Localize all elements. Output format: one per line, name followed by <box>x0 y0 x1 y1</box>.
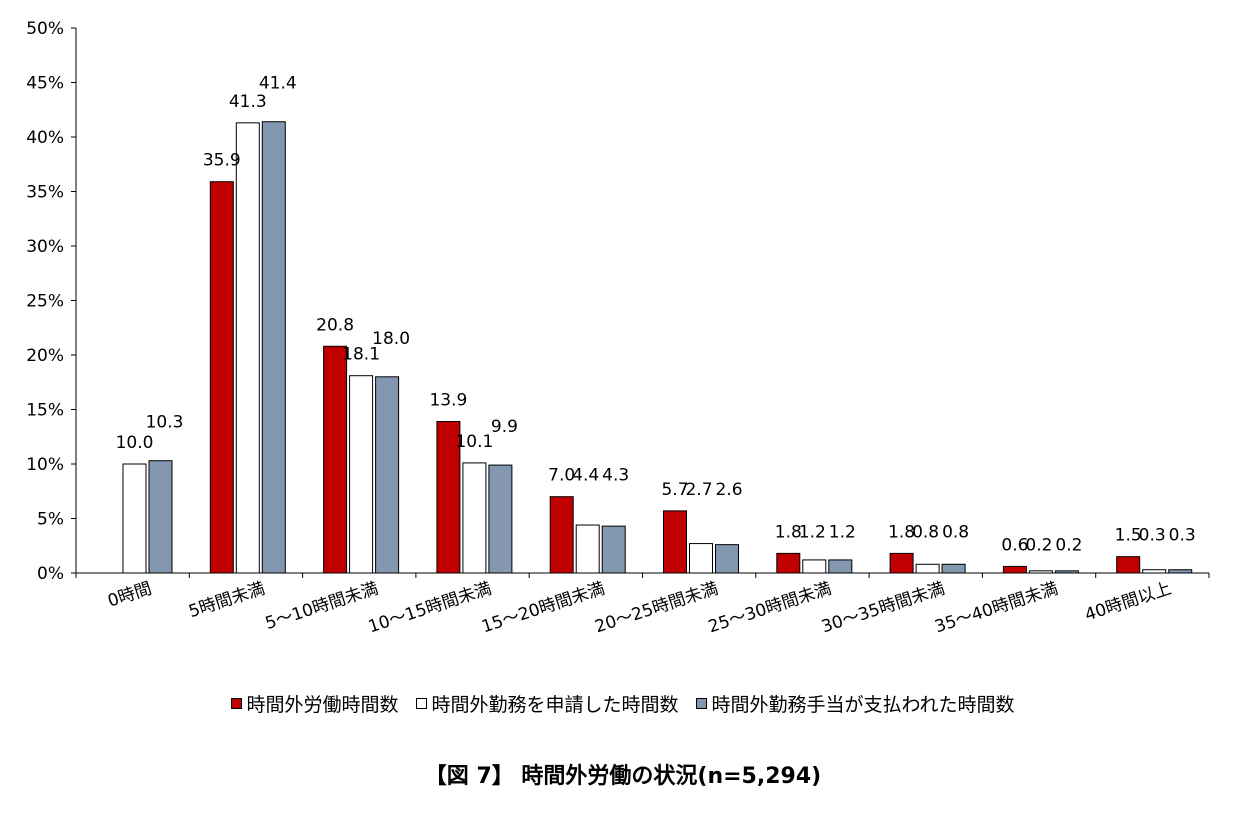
x-category-label-3: 5〜10時間未満 <box>263 579 381 634</box>
data-label-series-3-7: 1.2 <box>829 522 856 542</box>
data-label-series-3-5: 4.3 <box>602 466 629 486</box>
bar-series-3-4 <box>488 464 513 574</box>
data-label-series-3-1: 10.3 <box>146 413 184 433</box>
chart-title: 【図 7】 時間外労働の状況(n=5,294) <box>424 764 822 789</box>
bar-series-1-5 <box>549 496 574 574</box>
y-tick-label: 20% <box>26 346 64 366</box>
bar-chart: 0% 5% 10% 15% 20% 25% 30% 35% 40% 45% 50% 35.9 20.8 1… <box>26 19 1210 638</box>
y-tick-label: 30% <box>26 237 64 257</box>
legend-label-series-1: 時間外労働時間数 <box>246 694 399 716</box>
data-label-series-2-8: 0.8 <box>912 522 939 542</box>
data-label-series-1-3: 20.8 <box>316 315 354 335</box>
data-label-series-1-5: 7.0 <box>548 466 575 486</box>
bar-series-1-10 <box>1116 556 1141 574</box>
data-label-series-3-4: 9.9 <box>491 417 518 437</box>
x-category-label-1: 0時間 <box>105 579 154 612</box>
data-label-series-2-3: 18.1 <box>342 345 380 365</box>
y-tick-label: 10% <box>26 455 64 475</box>
data-label-series-2-5: 4.4 <box>572 466 599 486</box>
legend-item-series-2: 時間外勤務を申請した時間数 <box>416 690 678 717</box>
data-label-series-2-7: 1.2 <box>799 522 826 542</box>
bar-series-2-9 <box>1028 570 1053 574</box>
y-tick-label: 15% <box>26 401 64 421</box>
y-tick-label: 0% <box>37 564 64 584</box>
data-label-series-1-7: 1.8 <box>775 522 802 542</box>
bar-series-2-10 <box>1142 569 1167 574</box>
y-tick-label: 25% <box>26 292 64 312</box>
data-label-series-1-10: 1.5 <box>1115 526 1142 546</box>
legend-swatch-series-3 <box>696 698 708 709</box>
data-label-series-2-1: 10.0 <box>116 433 154 453</box>
x-category-label-7: 25〜30時間未満 <box>706 579 834 638</box>
data-label-series-1-9: 0.6 <box>1001 535 1028 555</box>
y-tick-label: 5% <box>37 510 64 530</box>
bar-series-3-9 <box>1054 570 1079 574</box>
data-label-series-2-6: 2.7 <box>685 480 712 500</box>
bar-series-2-2 <box>235 122 260 574</box>
x-category-label-8: 30〜35時間未満 <box>819 579 947 638</box>
bar-series-3-2 <box>261 121 286 574</box>
data-label-series-2-4: 10.1 <box>455 432 493 452</box>
bar-series-2-5 <box>575 524 600 574</box>
data-label-series-1-6: 5.7 <box>661 480 688 500</box>
bar-series-2-3 <box>349 375 374 574</box>
data-label-series-2-2: 41.3 <box>229 92 267 112</box>
bar-series-1-3 <box>323 345 348 574</box>
data-label-series-3-2: 41.4 <box>259 74 297 94</box>
bar-series-1-8 <box>889 552 914 574</box>
bar-series-2-6 <box>689 543 713 574</box>
x-category-label-5: 15〜20時間未満 <box>479 579 607 638</box>
x-category-label-10: 40時間以上 <box>1082 579 1173 626</box>
y-tick-label: 35% <box>26 183 64 203</box>
bar-series-1-7 <box>776 552 801 574</box>
bar-series-3-5 <box>601 525 626 574</box>
data-label-series-1-4: 13.9 <box>429 390 467 410</box>
bar-series-1-2 <box>209 181 234 574</box>
data-label-series-3-3: 18.0 <box>372 329 410 349</box>
legend-item-series-1: 時間外労働時間数 <box>231 690 398 717</box>
data-label-series-3-10: 0.3 <box>1169 526 1196 546</box>
bar-series-2-1 <box>122 463 147 574</box>
legend-label-series-3: 時間外勤務手当が支払われた時間数 <box>711 694 1015 716</box>
data-label-series-1-2: 35.9 <box>203 151 241 171</box>
bar-series-3-6 <box>715 544 739 574</box>
bar-series-3-8 <box>941 563 966 574</box>
y-tick-label: 45% <box>26 74 64 94</box>
bar-series-1-6 <box>663 510 687 574</box>
chart-legend: 時間外労働時間数 時間外勤務を申請した時間数 時間外勤務手当が支払われた時間数 <box>0 690 1246 717</box>
bar-series-3-7 <box>828 559 853 574</box>
data-label-series-3-9: 0.2 <box>1055 535 1082 555</box>
legend-swatch-series-2 <box>416 698 428 709</box>
bar-series-1-9 <box>1002 565 1027 574</box>
data-label-series-2-10: 0.3 <box>1139 526 1166 546</box>
y-tick-label: 40% <box>26 128 64 148</box>
bar-series-3-1 <box>148 460 173 574</box>
data-label-series-3-8: 0.8 <box>942 522 969 542</box>
bar-series-3-3 <box>375 376 400 574</box>
x-category-label-4: 10〜15時間未満 <box>366 579 494 638</box>
x-category-label-2: 5時間未満 <box>186 579 267 622</box>
bar-series-2-8 <box>915 563 940 574</box>
legend-swatch-series-1 <box>231 698 243 709</box>
bar-series-3-10 <box>1168 569 1193 574</box>
legend-item-series-3: 時間外勤務手当が支払われた時間数 <box>696 690 1015 717</box>
data-label-series-1-8: 1.8 <box>888 522 915 542</box>
bar-series-1-4 <box>436 420 461 574</box>
bar-series-2-7 <box>802 559 827 574</box>
data-label-series-2-9: 0.2 <box>1025 535 1052 555</box>
legend-label-series-2: 時間外勤務を申請した時間数 <box>431 694 679 716</box>
x-category-label-6: 20〜25時間未満 <box>593 579 721 638</box>
data-label-series-3-6: 2.6 <box>715 480 742 500</box>
bar-series-2-4 <box>462 462 487 574</box>
y-tick-label: 50% <box>26 19 64 39</box>
x-category-label-9: 35〜40時間未満 <box>932 579 1060 638</box>
